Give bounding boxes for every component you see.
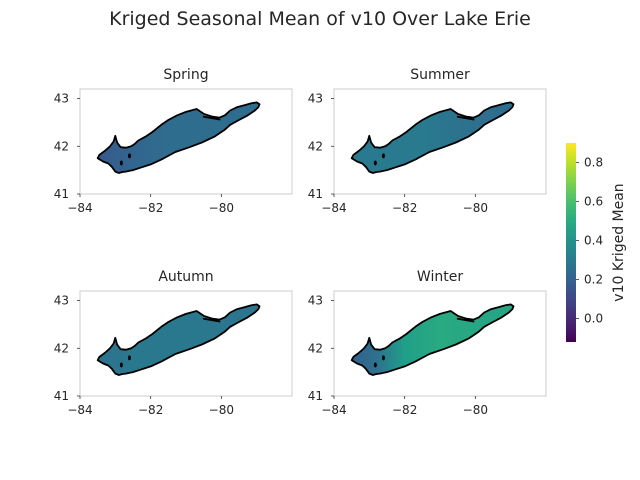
island	[373, 362, 377, 368]
y-tick-label: 42	[308, 341, 323, 355]
x-tick-label: −80	[463, 201, 488, 215]
y-tick-label: 41	[308, 187, 323, 201]
y-tick-label: 43	[54, 294, 69, 308]
y-tick-label: 42	[54, 139, 69, 153]
subplot-title: Spring	[163, 67, 208, 83]
long-point-spit	[456, 115, 475, 121]
x-tick-label: −80	[209, 403, 234, 417]
colorbar-tick-label: 0.0	[584, 312, 603, 326]
colorbar-tick-label: 0.2	[584, 273, 603, 287]
colorbar-label: v10 Kriged Mean	[611, 183, 627, 301]
long-point-spit	[202, 115, 221, 121]
x-tick-label: −84	[67, 403, 92, 417]
x-tick-label: −84	[67, 201, 92, 215]
figure-title: Kriged Seasonal Mean of v10 Over Lake Er…	[109, 8, 531, 30]
island	[381, 153, 385, 159]
subplot-title: Winter	[417, 269, 463, 285]
panel-summer: Summer −84 −82 −80 41 42 43	[308, 67, 547, 215]
colorbar-tick-label: 0.8	[584, 156, 603, 170]
long-point-spit	[456, 317, 475, 323]
colorbar: 0.0 0.2 0.4 0.6 0.8 v10 Kriged Mean	[566, 143, 627, 342]
y-tick-label: 43	[308, 92, 323, 106]
long-point-spit	[202, 317, 221, 323]
y-tick-label: 42	[308, 139, 323, 153]
island	[127, 355, 131, 361]
panels: Spring −84 −82 −80 41 42 43 Summer −84 −82 −80 41 42…	[54, 67, 547, 417]
x-tick-label: −82	[392, 403, 417, 417]
island	[127, 153, 131, 159]
island	[373, 160, 377, 166]
panel-spring: Spring −84 −82 −80 41 42 43	[54, 67, 293, 215]
colorbar-ticks: 0.0 0.2 0.4 0.6 0.8	[576, 156, 603, 326]
x-tick-label: −82	[138, 403, 163, 417]
y-tick-label: 43	[54, 92, 69, 106]
x-tick-label: −82	[392, 201, 417, 215]
x-tick-label: −84	[321, 201, 346, 215]
subplot-title: Autumn	[158, 269, 213, 285]
y-tick-label: 41	[54, 389, 69, 403]
island	[119, 160, 123, 166]
y-tick-label: 41	[54, 187, 69, 201]
colorbar-tick-label: 0.4	[584, 234, 603, 248]
island	[381, 355, 385, 361]
colorbar-gradient	[566, 143, 576, 342]
colorbar-tick-label: 0.6	[584, 195, 603, 209]
y-tick-label: 42	[54, 341, 69, 355]
panel-autumn: Autumn −84 −82 −80 41 42 43	[54, 269, 293, 417]
panel-winter: Winter −84 −82 −80 41 42 43	[308, 269, 547, 417]
x-tick-label: −80	[209, 201, 234, 215]
island	[119, 362, 123, 368]
x-tick-label: −84	[321, 403, 346, 417]
y-tick-label: 43	[308, 294, 323, 308]
x-tick-label: −82	[138, 201, 163, 215]
x-tick-label: −80	[463, 403, 488, 417]
subplot-title: Summer	[410, 67, 470, 83]
y-tick-label: 41	[308, 389, 323, 403]
